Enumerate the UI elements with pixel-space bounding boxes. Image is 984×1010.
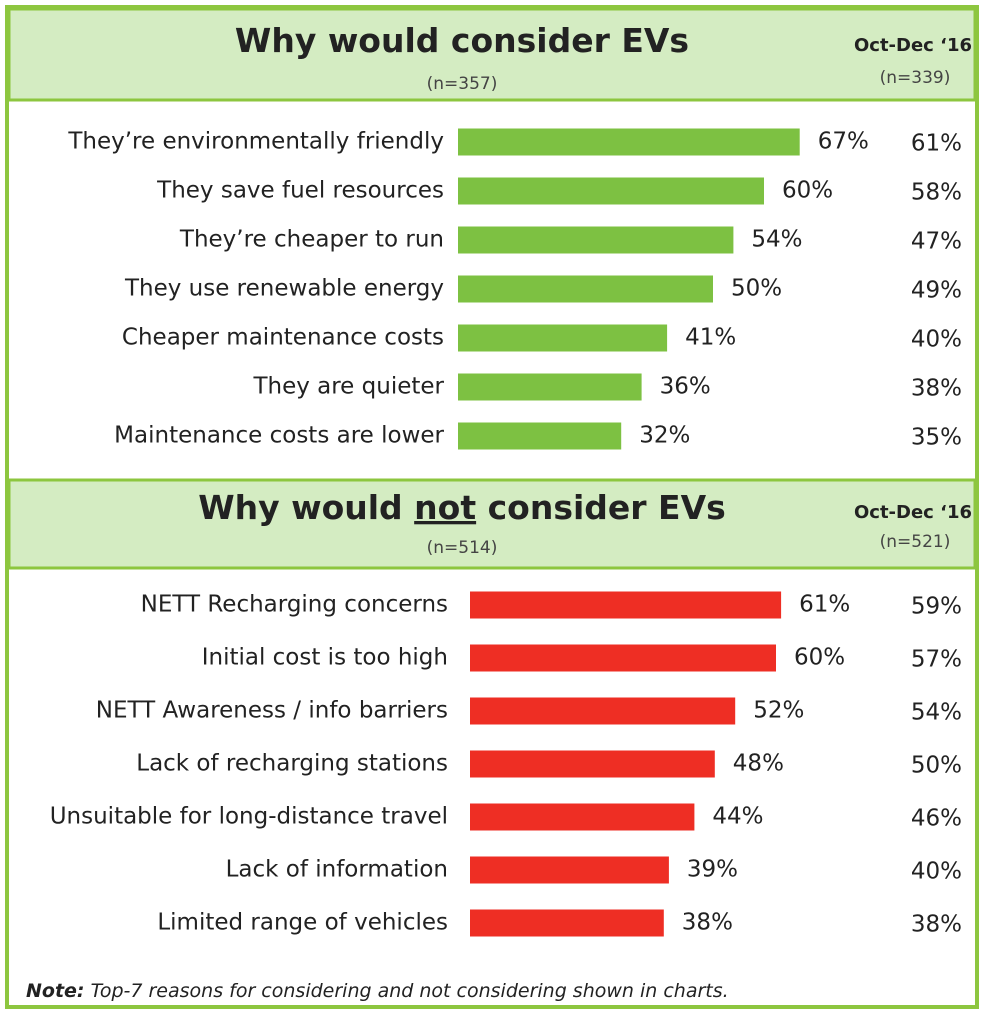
- value-label: 60%: [782, 178, 833, 204]
- category-label: Cheaper maintenance costs: [122, 325, 444, 351]
- panel-subtitle: (n=514): [427, 538, 498, 558]
- value-label: 54%: [751, 227, 802, 253]
- category-label: NETT Awareness / info barriers: [96, 698, 448, 724]
- bar: [458, 373, 642, 401]
- value-label: 60%: [794, 645, 845, 671]
- value-label: 41%: [685, 325, 736, 351]
- value-label: 32%: [639, 423, 690, 449]
- title-part: not: [414, 488, 476, 527]
- bar: [458, 275, 713, 303]
- panel-header: [7, 478, 977, 570]
- category-label: NETT Recharging concerns: [141, 592, 448, 618]
- note-label: Note:: [26, 980, 85, 1002]
- category-label: Lack of recharging stations: [136, 751, 448, 777]
- category-label: Maintenance costs are lower: [114, 423, 444, 449]
- comparison-subtitle: (n=339): [880, 68, 951, 88]
- comparison-value: 46%: [911, 806, 962, 832]
- bar: [458, 177, 764, 205]
- value-label: 67%: [818, 129, 869, 155]
- bar: [470, 803, 695, 831]
- comparison-value: 57%: [911, 647, 962, 673]
- value-label: 48%: [733, 751, 784, 777]
- bar: [470, 697, 736, 725]
- comparison-value: 47%: [911, 229, 962, 255]
- title-part: consider EVs: [476, 488, 726, 527]
- category-label: Unsuitable for long-distance travel: [50, 804, 448, 830]
- bar: [470, 644, 776, 672]
- comparison-value: 49%: [911, 278, 962, 304]
- value-label: 52%: [753, 698, 804, 724]
- bar: [470, 750, 715, 778]
- comparison-value: 50%: [911, 753, 962, 779]
- category-label: They’re cheaper to run: [179, 227, 444, 253]
- panel-header: [7, 7, 977, 102]
- category-label: They’re environmentally friendly: [67, 129, 444, 155]
- note: Note: Top-7 reasons for considering and …: [26, 980, 729, 1002]
- bar: [458, 422, 622, 450]
- value-label: 39%: [687, 857, 738, 883]
- bar: [458, 128, 800, 156]
- comparison-value: 40%: [911, 327, 962, 353]
- comparison-title: Oct-Dec ‘16: [854, 502, 972, 523]
- comparison-title: Oct-Dec ‘16: [854, 35, 972, 56]
- category-label: Initial cost is too high: [202, 645, 448, 671]
- category-label: Limited range of vehicles: [157, 910, 448, 936]
- category-label: They save fuel resources: [156, 178, 444, 204]
- comparison-value: 38%: [911, 912, 962, 938]
- bar: [470, 591, 782, 619]
- panel-title: Why would consider EVs: [235, 21, 689, 60]
- comparison-subtitle: (n=521): [880, 532, 951, 552]
- category-label: They are quieter: [252, 374, 444, 400]
- value-label: 50%: [731, 276, 782, 302]
- value-label: 36%: [660, 374, 711, 400]
- panel-subtitle: (n=357): [427, 74, 498, 94]
- category-label: They use renewable energy: [124, 276, 444, 302]
- comparison-value: 58%: [911, 180, 962, 206]
- bar: [470, 856, 669, 884]
- panel-title: Why would not consider EVs: [198, 488, 726, 527]
- bar: [458, 324, 668, 352]
- note-text: Top-7 reasons for considering and not co…: [85, 980, 729, 1002]
- comparison-value: 40%: [911, 859, 962, 885]
- bar: [470, 909, 664, 937]
- category-label: Lack of information: [226, 857, 448, 883]
- comparison-value: 35%: [911, 425, 962, 451]
- value-label: 38%: [682, 910, 733, 936]
- title-part: Why would: [198, 488, 414, 527]
- value-label: 61%: [799, 592, 850, 618]
- value-label: 44%: [712, 804, 763, 830]
- comparison-value: 54%: [911, 700, 962, 726]
- title-part: Why would consider EVs: [235, 21, 689, 60]
- comparison-value: 38%: [911, 376, 962, 402]
- comparison-value: 59%: [911, 594, 962, 620]
- bar: [458, 226, 734, 254]
- comparison-value: 61%: [911, 131, 962, 157]
